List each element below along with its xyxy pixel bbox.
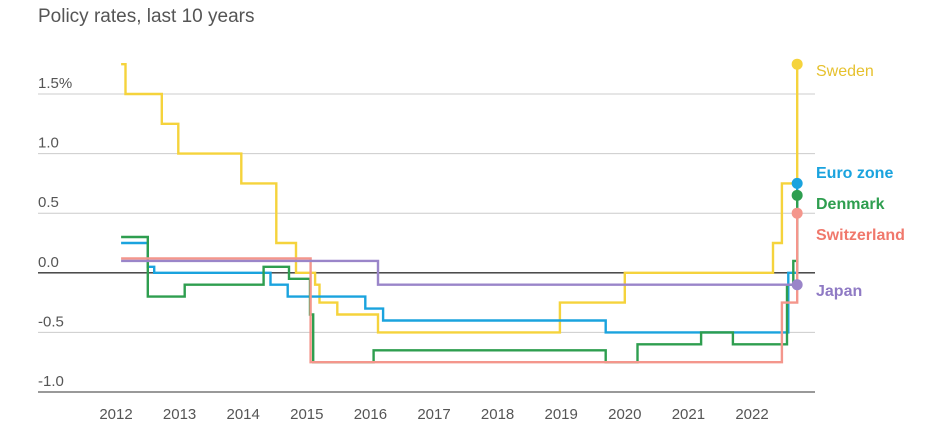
series-label-denmark: Denmark — [816, 196, 885, 213]
series-endpoint-switzerland — [791, 207, 803, 219]
x-tick-label: 2020 — [608, 406, 641, 423]
series-line-sweden — [121, 63, 799, 334]
series-line-japan — [121, 259, 798, 286]
y-tick-label: 0.0 — [38, 254, 59, 271]
y-tick-label: 0.5 — [38, 194, 59, 211]
x-tick-label: 2022 — [735, 406, 768, 423]
y-tick-label: -0.5 — [38, 313, 64, 330]
x-tick-label: 2018 — [481, 406, 514, 423]
grid-layer: 1.5% 1.0 0.5 0.0 -0.5 -1.0 2012 2013 2014 2015 201… — [38, 75, 815, 423]
series-endpoint-euro-zone — [791, 177, 803, 189]
chart-title: Policy rates, last 10 years — [38, 6, 255, 27]
series-layer — [121, 58, 803, 364]
y-tick-label: 1.0 — [38, 135, 59, 152]
x-tick-label: 2021 — [672, 406, 705, 423]
series-line-switzerland — [121, 213, 799, 364]
series-endpoint-japan — [791, 279, 803, 291]
series-endpoint-denmark — [791, 189, 803, 201]
series-label-sweden: Sweden — [816, 63, 874, 80]
x-tick-label: 2012 — [99, 406, 132, 423]
series-endpoint-sweden — [791, 58, 803, 70]
series-label-japan: Japan — [816, 283, 862, 300]
x-tick-label: 2014 — [227, 406, 260, 423]
x-tick-label: 2015 — [290, 406, 323, 423]
series-line-denmark — [121, 195, 799, 364]
series-label-euro-zone: Euro zone — [816, 165, 893, 182]
x-tick-label: 2017 — [417, 406, 450, 423]
y-tick-label: -1.0 — [38, 373, 64, 390]
series-line-euro-zone — [121, 183, 799, 334]
y-tick-label: 1.5% — [38, 75, 72, 92]
x-tick-label: 2019 — [545, 406, 578, 423]
series-label-switzerland: Switzerland — [816, 227, 905, 244]
x-tick-label: 2016 — [354, 406, 387, 423]
label-layer: Sweden Euro zone Denmark Switzerland Japan — [816, 63, 905, 300]
x-tick-label: 2013 — [163, 406, 196, 423]
